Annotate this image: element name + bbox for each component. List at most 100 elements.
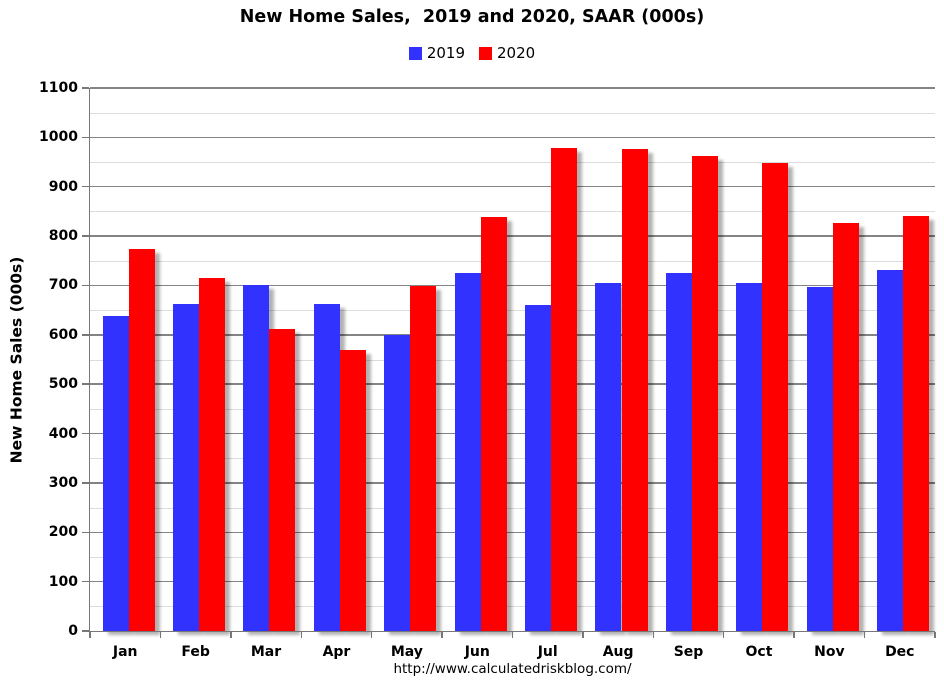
legend-swatch-2019-icon	[408, 46, 422, 60]
x-tick-label: Aug	[602, 644, 634, 660]
bar-2020-Feb	[199, 277, 226, 631]
legend-item-2020: 2020	[479, 44, 535, 62]
y-gridline-major	[90, 334, 935, 336]
x-axis-tick	[89, 632, 91, 639]
x-axis-tick	[934, 632, 936, 639]
x-axis-tick	[230, 632, 232, 639]
y-gridline-major	[90, 580, 935, 583]
plot-area	[90, 87, 935, 631]
bar-2020-Jul	[551, 148, 578, 631]
bar-2020-Jan	[128, 249, 155, 631]
x-axis-tick	[582, 632, 584, 639]
y-gridline-minor	[90, 310, 935, 312]
y-tick-label: 800	[48, 228, 78, 245]
y-axis-title: New Home Sales (000s)	[7, 256, 26, 463]
bar-2020-Mar	[269, 329, 296, 631]
x-axis-tick	[863, 632, 866, 639]
y-gridline-major	[90, 284, 935, 287]
y-tick-label: 900	[48, 178, 78, 195]
y-tick-label: 300	[48, 474, 78, 491]
bar-2019-May	[384, 335, 411, 631]
y-gridline-minor	[90, 408, 935, 410]
bar-2019-Aug	[595, 282, 622, 631]
bar-2020-May	[410, 286, 437, 631]
x-axis-tick	[793, 632, 795, 639]
bar-2020-Nov	[832, 222, 859, 631]
legend-label-2020: 2020	[497, 44, 536, 62]
y-gridline-minor	[90, 606, 935, 608]
chart-title: New Home Sales, 2019 and 2020, SAAR (000…	[239, 7, 705, 27]
x-axis-tick	[300, 632, 302, 639]
y-gridline-major	[90, 136, 935, 139]
legend-item-2019: 2019	[408, 44, 465, 62]
y-gridline-minor	[90, 112, 935, 114]
bar-2019-Nov	[806, 287, 833, 631]
x-axis-line	[88, 631, 935, 633]
y-tick	[81, 334, 89, 336]
y-gridline-minor	[90, 359, 935, 361]
y-tick	[81, 531, 89, 533]
y-gridline-minor	[90, 260, 935, 262]
x-axis-tick	[159, 632, 162, 639]
bar-2020-Jun	[480, 216, 507, 631]
bar-2019-Sep	[665, 272, 692, 631]
bar-2019-Feb	[172, 303, 199, 631]
bar-2020-Apr	[339, 349, 366, 631]
bar-2019-Oct	[736, 282, 763, 631]
x-axis-tick	[723, 632, 725, 639]
x-tick-label: Sep	[673, 644, 704, 660]
legend-label-2019: 2019	[426, 44, 465, 62]
x-tick-label: Feb	[181, 644, 210, 660]
bar-2020-Dec	[903, 215, 930, 631]
y-gridline-major	[90, 432, 935, 435]
source-url: http://www.calculatedriskblog.com/	[393, 661, 632, 677]
bar-2020-Aug	[621, 149, 648, 631]
y-tick	[81, 87, 89, 89]
y-tick-label: 500	[48, 376, 78, 393]
y-tick	[81, 482, 89, 484]
x-tick-label: Dec	[885, 644, 915, 660]
y-gridline-minor	[90, 507, 935, 509]
y-tick	[81, 432, 89, 435]
y-tick	[81, 235, 89, 237]
y-tick	[81, 383, 89, 385]
bar-2020-Sep	[691, 155, 718, 631]
y-tick-label: 700	[48, 277, 78, 294]
y-tick-label: 400	[48, 425, 78, 442]
x-axis-tick	[652, 632, 655, 639]
y-gridline-major	[90, 383, 935, 385]
y-tick	[81, 630, 89, 632]
bar-2020-Oct	[762, 162, 789, 631]
bar-2019-Dec	[877, 270, 904, 631]
y-tick-label: 100	[48, 573, 78, 590]
x-tick-label: May	[390, 644, 423, 660]
y-tick-label: 1100	[39, 80, 78, 96]
bar-2019-Jan	[102, 316, 129, 631]
legend-swatch-2020-icon	[479, 46, 492, 60]
y-gridline-minor	[90, 458, 935, 460]
bar-2019-Jun	[454, 272, 481, 631]
y-axis-line	[88, 88, 90, 637]
y-gridline-major	[90, 186, 935, 188]
y-tick	[81, 136, 89, 139]
bar-2019-Apr	[313, 303, 340, 631]
bar-2019-Jul	[525, 305, 552, 631]
y-tick	[81, 186, 89, 188]
x-axis-tick	[511, 632, 514, 639]
y-gridline-minor	[90, 211, 935, 213]
legend: 2019 2020	[0, 44, 944, 62]
x-tick-label: Nov	[814, 644, 845, 660]
x-tick-label: Mar	[250, 644, 282, 660]
y-tick-label: 0	[68, 623, 78, 639]
y-gridline-minor	[90, 556, 935, 558]
x-tick-label: Apr	[322, 644, 351, 660]
y-gridline-major	[90, 531, 935, 533]
x-tick-label: Jun	[464, 644, 490, 660]
y-tick-label: 600	[48, 326, 78, 343]
bar-2019-Mar	[243, 285, 270, 631]
y-gridline-minor	[90, 162, 935, 164]
y-gridline-major	[90, 235, 935, 237]
x-tick-label: Jul	[537, 644, 558, 660]
x-axis-tick	[441, 632, 443, 639]
x-tick-label: Jan	[112, 644, 138, 660]
